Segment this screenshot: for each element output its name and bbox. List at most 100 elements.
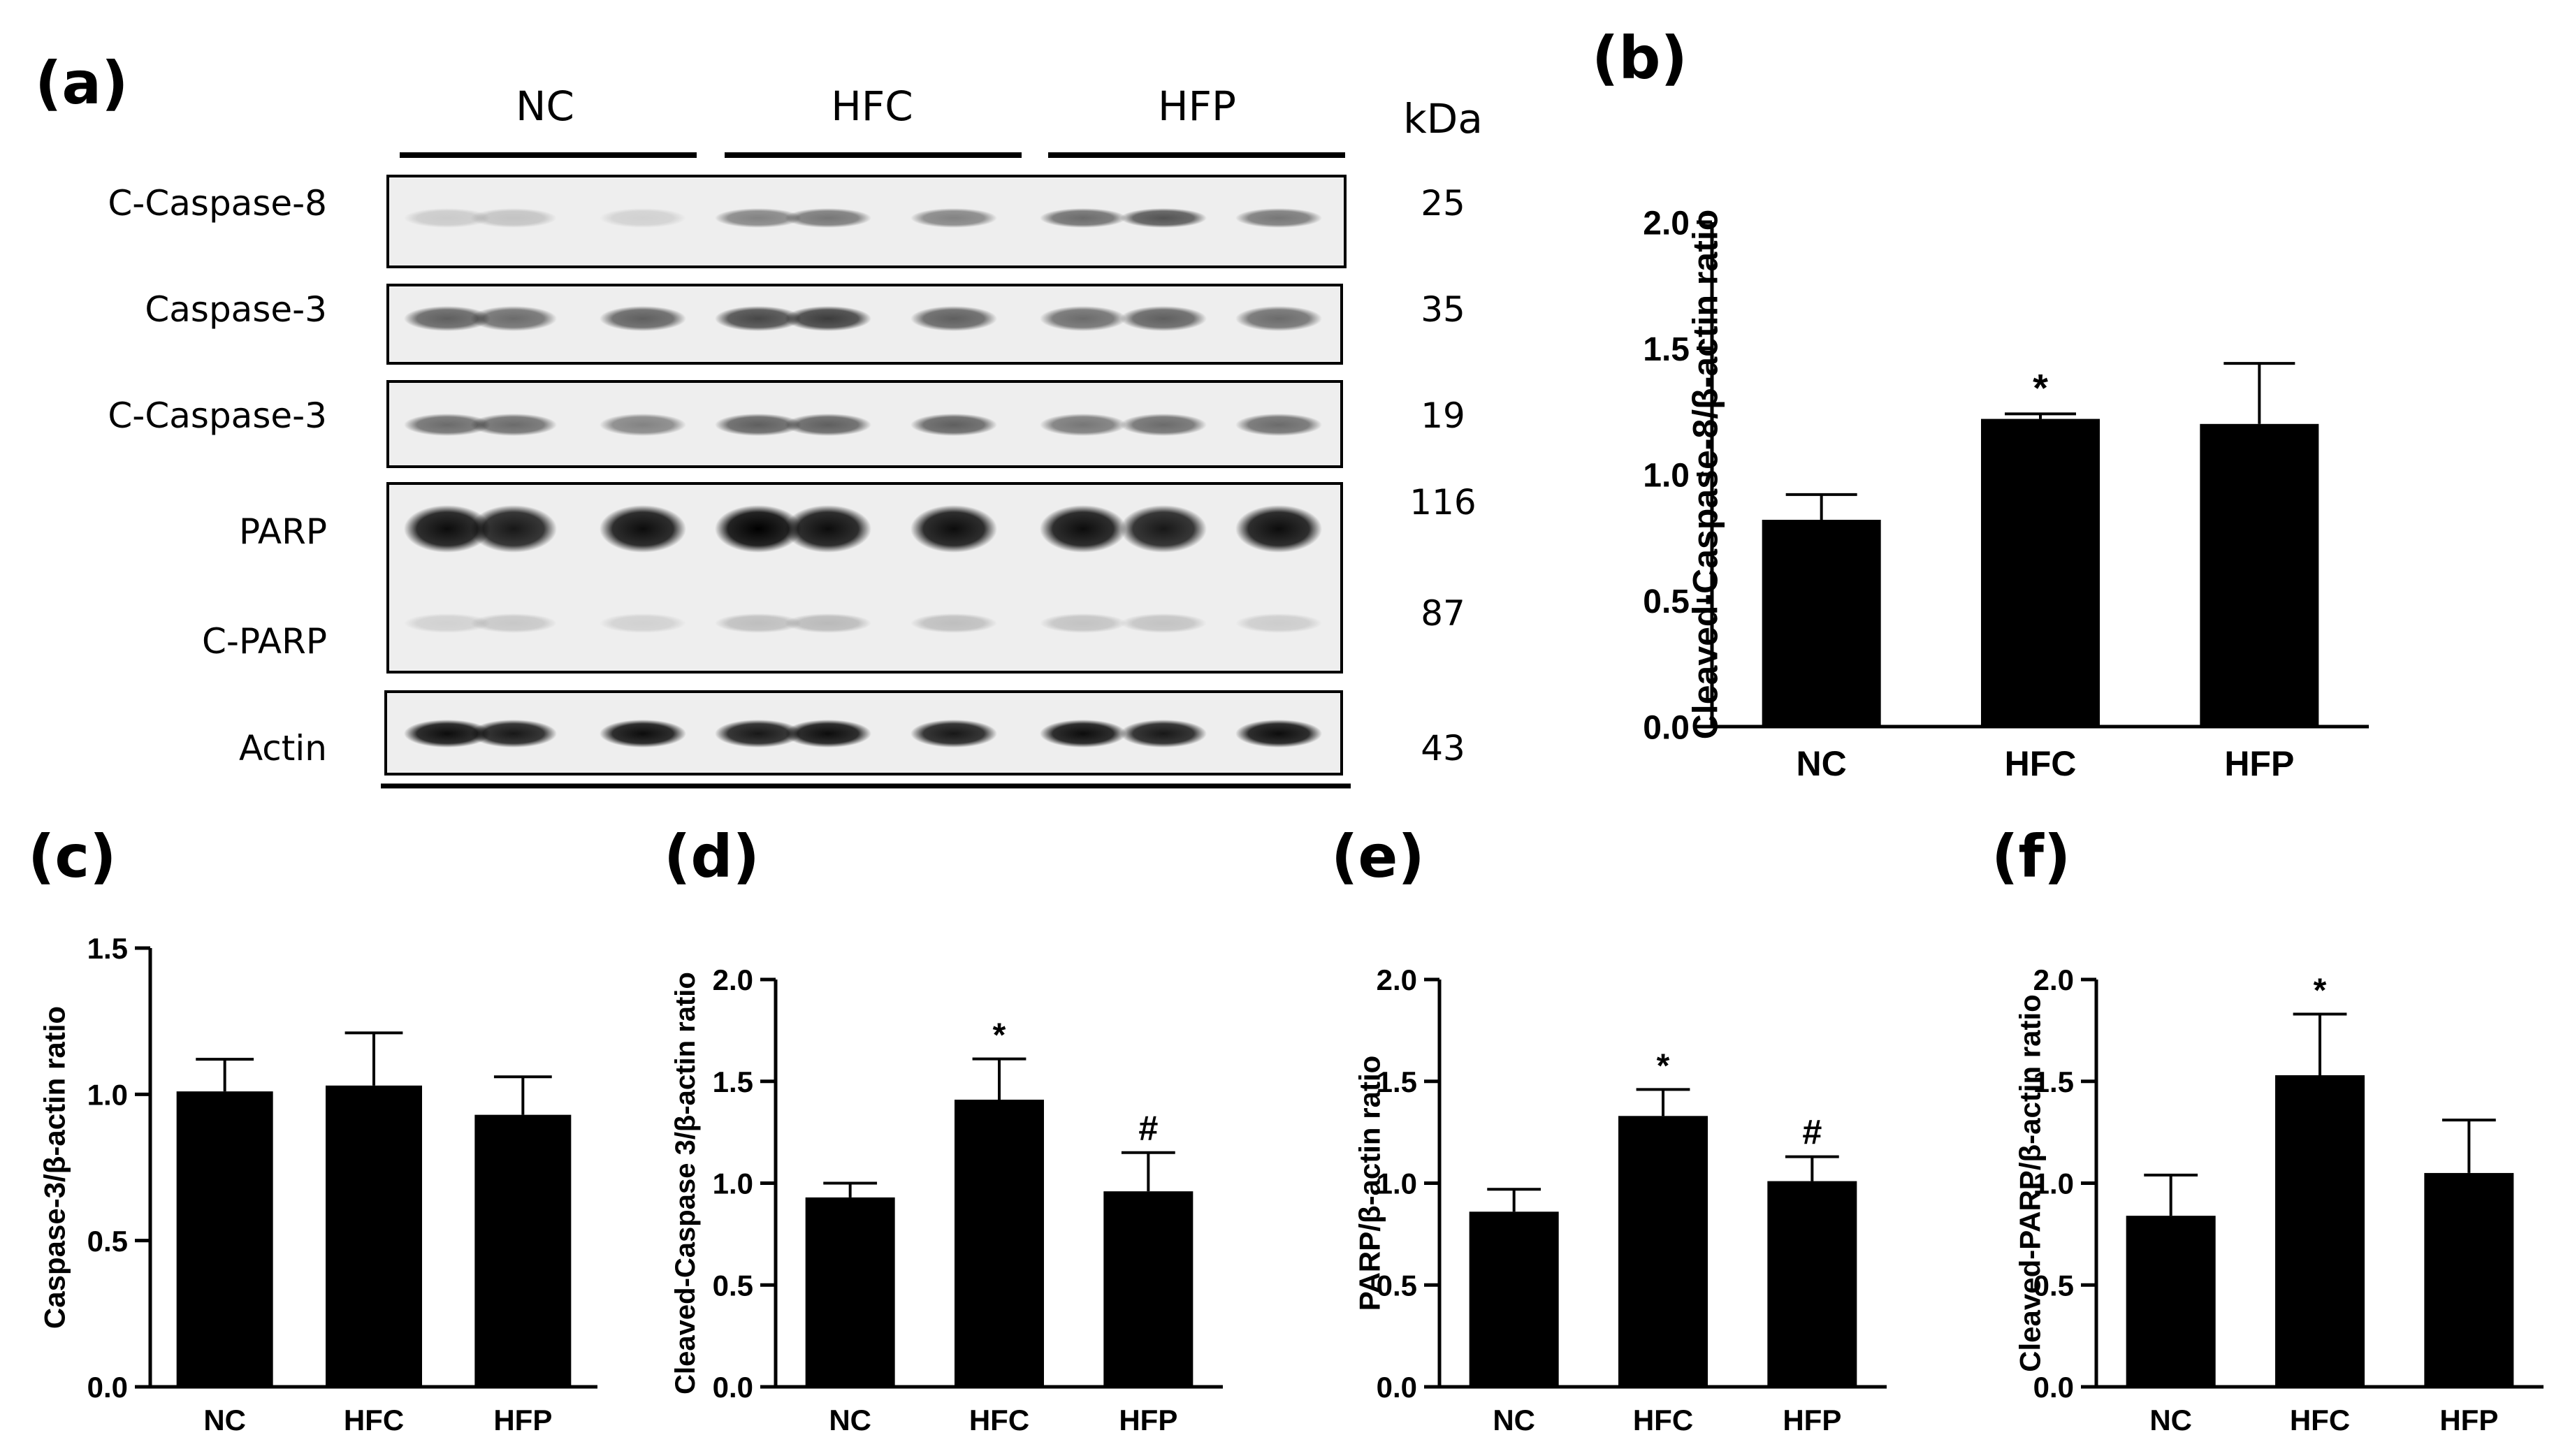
y-tick-label: 1.5 [87, 932, 128, 965]
blot-band [910, 306, 997, 331]
bar-hfp [2200, 423, 2319, 727]
y-axis-title: Cleaved-PARP/β-actin ratio [2014, 994, 2047, 1372]
blot-band [1235, 306, 1322, 331]
bar-hfc [1981, 418, 2100, 727]
blot-band [1120, 505, 1207, 553]
blot-row-label-actin: Actin [239, 728, 327, 769]
blot-band [470, 306, 557, 331]
blot-kda-43: 43 [1421, 728, 1465, 769]
x-category-label: NC [203, 1404, 246, 1436]
blot-band [910, 505, 997, 553]
y-tick-label: 0.0 [1377, 1371, 1417, 1404]
blot-band [785, 720, 871, 748]
blot-band [1235, 208, 1322, 228]
blot-band [404, 505, 491, 553]
blot-group-label-nc: NC [516, 82, 574, 130]
bar-hfp [1103, 1191, 1193, 1387]
blot-strip-parp [386, 482, 1343, 674]
blot-band [600, 505, 686, 553]
y-tick-label: 1.5 [1643, 331, 1690, 368]
x-category-label: HFP [493, 1404, 552, 1436]
western-blot-panel: NC HFC HFP kDa C-Caspase-8 Caspase-3 C-C… [108, 82, 1483, 789]
blot-strip-c-caspase-3 [386, 380, 1343, 468]
blot-kda-35: 35 [1421, 289, 1465, 330]
y-tick-label: 2.0 [2033, 963, 2074, 996]
blot-band [1120, 613, 1207, 633]
y-tick-label: 0.0 [1643, 709, 1690, 746]
bar-hfc [2275, 1075, 2365, 1387]
panel-label-b: (b) [1592, 24, 1688, 92]
blot-band [1040, 414, 1126, 436]
blot-band [1040, 720, 1126, 748]
blot-band [715, 720, 801, 748]
y-tick-label: 2.0 [1643, 205, 1690, 242]
x-category-label: HFP [2439, 1404, 2498, 1436]
blot-band [404, 208, 491, 228]
bar-nc [805, 1197, 895, 1387]
significance-hash: # [1138, 1108, 1158, 1148]
blot-band [1235, 414, 1322, 436]
blot-band [1120, 306, 1207, 331]
bar-charts: 0.00.51.01.52.0Cleaved-Caspase-8/β-actin… [38, 205, 2544, 1436]
y-tick-label: 1.0 [2033, 1167, 2074, 1200]
blot-band [470, 613, 557, 633]
y-tick-label: 2.0 [713, 963, 753, 996]
y-axis-title: Cleaved-Caspase-8/β-actin ratio [1686, 210, 1725, 740]
x-category-label: HFC [1633, 1404, 1693, 1436]
x-category-label: NC [1797, 744, 1847, 783]
y-tick-label: 1.0 [1643, 457, 1690, 494]
blot-band [1235, 505, 1322, 553]
y-axis-title: PARP/β-actin ratio [1354, 1056, 1386, 1311]
blot-band [470, 720, 557, 748]
y-tick-label: 0.5 [87, 1225, 128, 1258]
bar-hfp [2424, 1172, 2514, 1387]
x-category-label: NC [829, 1404, 871, 1436]
bar-nc [1469, 1211, 1559, 1387]
y-tick-label: 1.0 [87, 1078, 128, 1111]
blot-band [1235, 613, 1322, 633]
blot-kda-19: 19 [1421, 395, 1465, 436]
blot-band [1040, 208, 1126, 228]
blot-row-label-caspase-3: Caspase-3 [145, 289, 327, 330]
y-tick-label: 0.5 [1643, 583, 1690, 620]
blot-band [715, 306, 801, 331]
blot-band [785, 414, 871, 436]
x-category-label: NC [2149, 1404, 2192, 1436]
blot-band [715, 505, 801, 553]
bar-hfp [1767, 1181, 1857, 1387]
blot-band [785, 505, 871, 553]
panel-label-e: (e) [1331, 822, 1425, 891]
blot-kda-87: 87 [1421, 593, 1465, 634]
blot-band [600, 720, 686, 748]
panel-label-f: (f) [1991, 822, 2070, 891]
bar-nc [176, 1091, 273, 1387]
blot-band [1120, 414, 1207, 436]
blot-band [470, 414, 557, 436]
bar-hfc [1618, 1116, 1708, 1387]
blot-group-label-hfc: HFC [831, 82, 913, 130]
significance-asterisk: * [2033, 365, 2048, 409]
x-category-label: HFP [2224, 744, 2294, 783]
blot-band [785, 306, 871, 331]
x-category-label: HFC [2005, 744, 2077, 783]
bar-hfc [955, 1099, 1044, 1387]
blot-band [910, 208, 997, 228]
blot-band [715, 414, 801, 436]
blot-row-label-c-parp: C-PARP [202, 621, 327, 662]
bar-chart-c: 0.0 0.5 1.0 1.5 Caspase-3/β-actin ratio NC HFC… [38, 932, 597, 1436]
y-tick-label: 0.5 [713, 1269, 753, 1302]
blot-band [600, 208, 686, 228]
blot-kda-header: kDa [1403, 95, 1483, 143]
blot-band [470, 505, 557, 553]
blot-band [404, 720, 491, 748]
blot-band [910, 414, 997, 436]
blot-band [910, 613, 997, 633]
blot-band [404, 414, 491, 436]
blot-band [600, 306, 686, 331]
panel-label-d: (d) [664, 822, 760, 891]
blot-band [404, 306, 491, 331]
blot-row-label-c-caspase-8: C-Caspase-8 [108, 183, 327, 224]
blot-row-label-c-caspase-3: C-Caspase-3 [108, 395, 327, 436]
blot-band [1040, 613, 1126, 633]
